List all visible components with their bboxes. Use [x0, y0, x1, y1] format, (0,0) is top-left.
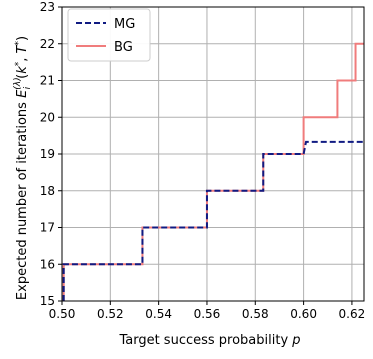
y-tick-label-3: 18: [40, 184, 55, 198]
x-tick-label-0: 0.50: [49, 307, 76, 321]
y-axis-label: Expected number of iterations E(λ)i(k*, …: [13, 36, 33, 300]
ticks: 0.50 0.52 0.54 0.56 0.58 0.60 0.62 15 16 17 18 19 20…: [40, 0, 366, 321]
y-tick-label-0: 15: [40, 294, 55, 308]
x-tick-label-5: 0.60: [290, 307, 317, 321]
y-tick-label-7: 22: [40, 37, 55, 51]
legend-box: [67, 8, 151, 62]
x-tick-label-6: 0.62: [339, 307, 366, 321]
y-tick-label-5: 20: [40, 110, 55, 124]
x-axis-label: Target success probability p: [118, 333, 300, 348]
legend-label-mg: MG: [114, 17, 135, 32]
series-line-mg: [62, 140, 364, 301]
x-tick-label-2: 0.54: [145, 307, 172, 321]
y-tick-label-8: 23: [40, 0, 55, 14]
y-tick-label-2: 17: [40, 221, 55, 235]
x-axis-label-main: Target success probability: [118, 333, 292, 348]
y-tick-label-4: 19: [40, 147, 55, 161]
series-layer: [62, 42, 364, 301]
x-tick-label-1: 0.52: [97, 307, 124, 321]
x-axis-label-variable: p: [291, 333, 300, 348]
x-tick-label-3: 0.56: [194, 307, 221, 321]
legend-label-bg: BG: [114, 40, 133, 55]
legend: MG BG: [67, 8, 151, 62]
x-tick-label-4: 0.58: [242, 307, 269, 321]
y-tick-label-6: 21: [40, 74, 55, 88]
y-tick-label-1: 16: [40, 257, 55, 271]
